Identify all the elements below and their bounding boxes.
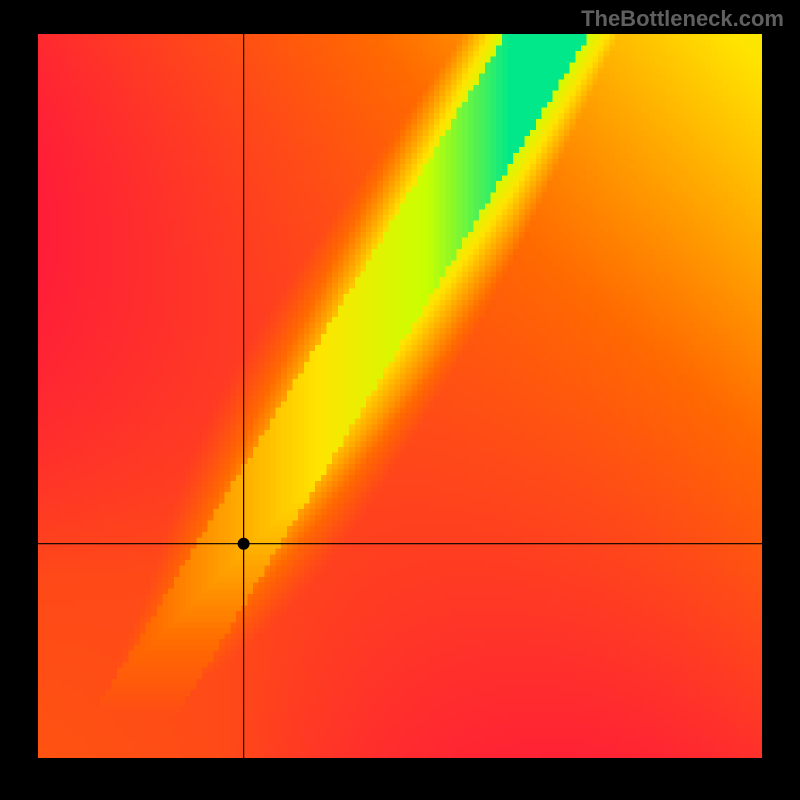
bottleneck-heatmap (38, 34, 762, 758)
chart-container: TheBottleneck.com (0, 0, 800, 800)
watermark-text: TheBottleneck.com (581, 6, 784, 32)
